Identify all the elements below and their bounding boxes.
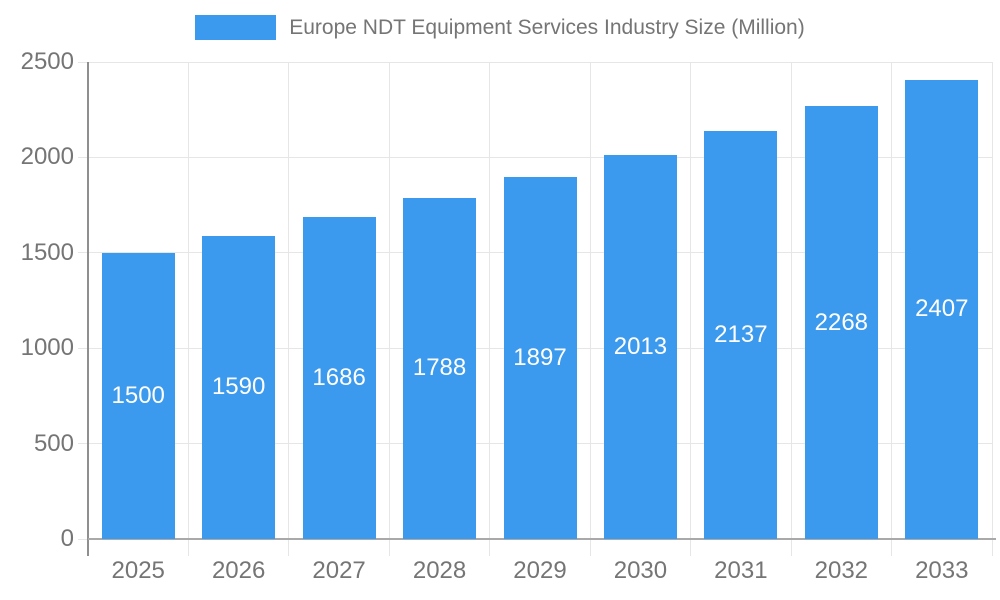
y-axis-tick-label: 2500 xyxy=(20,48,74,75)
bar-value-label: 1897 xyxy=(513,344,567,372)
x-gridline xyxy=(489,62,491,556)
x-axis-tick-label: 2025 xyxy=(111,557,165,584)
y-axis-tick-label: 1500 xyxy=(20,238,74,266)
x-axis-tick-label: 2032 xyxy=(814,557,869,584)
bar[interactable]: 1897 xyxy=(503,177,577,539)
x-axis-tick-label: 2028 xyxy=(412,557,467,584)
x-axis-tick-label: 2030 xyxy=(613,557,668,584)
bar-value-label: 1500 xyxy=(111,381,165,409)
x-gridline xyxy=(790,62,792,556)
bar[interactable]: 2407 xyxy=(905,79,979,539)
y-axis-line xyxy=(87,62,89,556)
bar[interactable]: 1590 xyxy=(202,235,276,539)
y-gridline xyxy=(78,61,992,63)
y-axis-tick-label: 500 xyxy=(33,429,74,457)
bar[interactable]: 1788 xyxy=(403,197,477,539)
y-gridline xyxy=(78,156,992,158)
bar-value-label: 1686 xyxy=(312,364,366,392)
bar[interactable]: 2013 xyxy=(603,154,677,539)
bar[interactable]: 1686 xyxy=(302,217,376,539)
y-axis-tick-label: 2000 xyxy=(20,143,74,171)
x-axis-tick-label: 2031 xyxy=(714,557,768,584)
bar[interactable]: 1500 xyxy=(101,252,175,539)
x-gridline xyxy=(388,62,390,556)
y-axis-tick xyxy=(78,538,88,540)
x-axis-line xyxy=(88,538,996,540)
x-axis-tick-label: 2029 xyxy=(513,557,567,584)
bar-value-label: 2013 xyxy=(613,332,668,360)
bar[interactable]: 2137 xyxy=(704,131,778,539)
x-axis-tick-label: 2026 xyxy=(211,557,266,584)
x-axis-tick-label: 2033 xyxy=(915,557,969,584)
x-gridline xyxy=(288,62,290,556)
bar-value-label: 2268 xyxy=(814,308,869,336)
chart-legend[interactable]: Europe NDT Equipment Services Industry S… xyxy=(0,15,1000,40)
bar-value-label: 1788 xyxy=(412,354,467,382)
legend-swatch-icon xyxy=(195,15,277,40)
chart-title: Europe NDT Equipment Services Industry S… xyxy=(289,15,805,39)
bar-value-label: 1590 xyxy=(211,373,266,401)
x-gridline xyxy=(690,62,692,556)
x-gridline xyxy=(891,62,893,556)
bar-value-label: 2137 xyxy=(714,321,768,349)
x-gridline xyxy=(991,62,993,556)
y-axis-tick-label: 0 xyxy=(60,525,74,552)
y-axis-tick-label: 1000 xyxy=(20,334,74,362)
bar-value-label: 2407 xyxy=(915,295,969,323)
bar[interactable]: 2268 xyxy=(804,106,878,539)
x-gridline xyxy=(589,62,591,556)
x-axis-tick-label: 2027 xyxy=(312,557,366,584)
x-gridline xyxy=(187,62,189,556)
